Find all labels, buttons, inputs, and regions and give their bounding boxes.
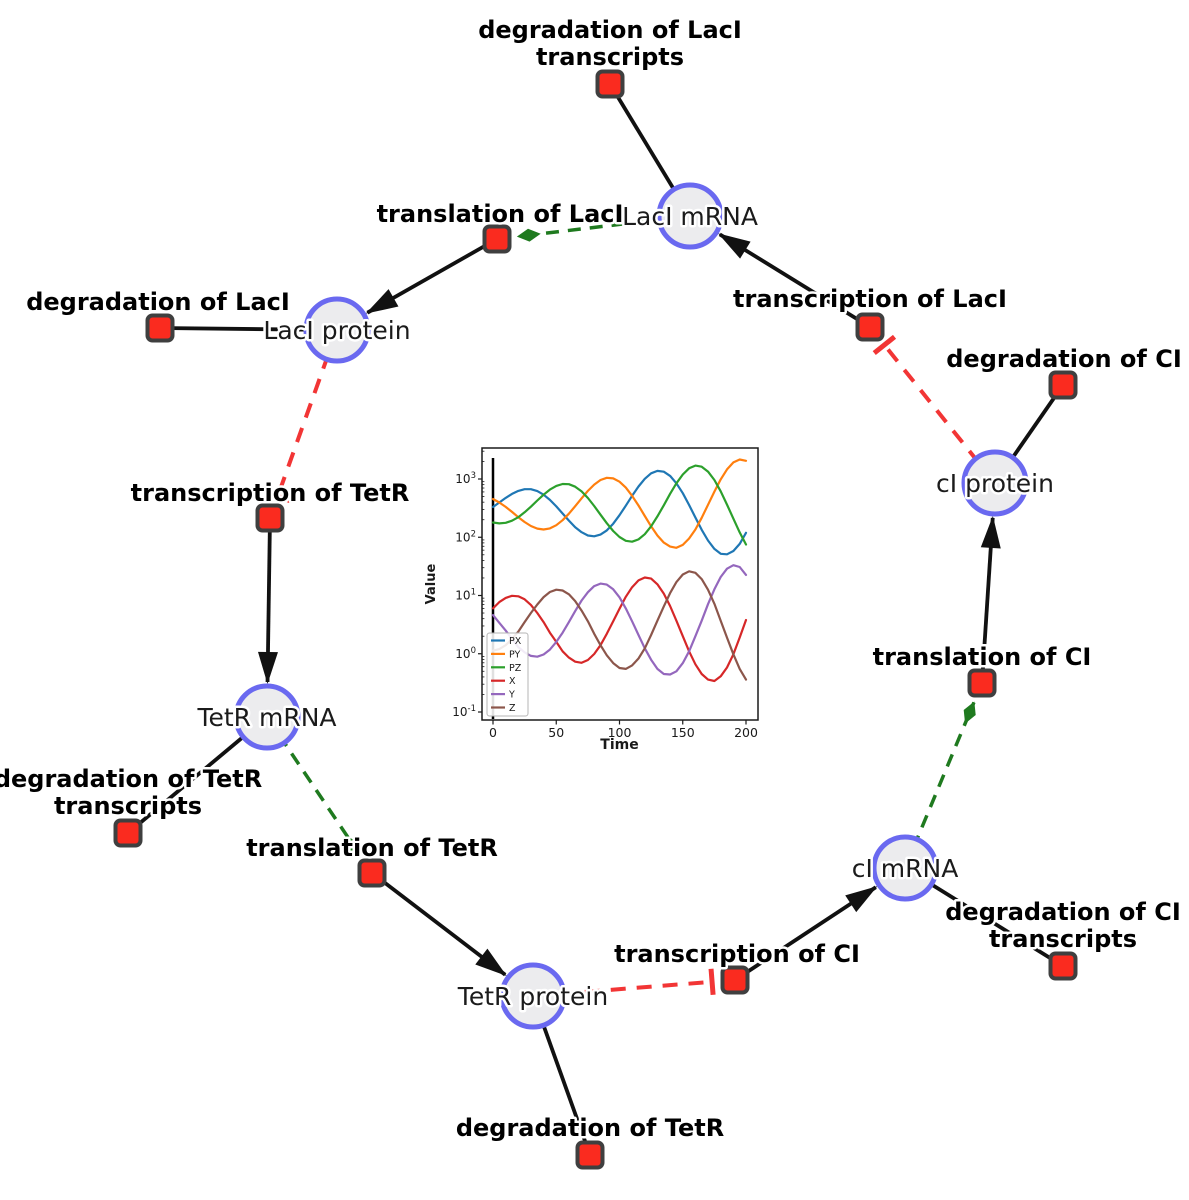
reaction-node-transl_tetr [357, 858, 387, 888]
edge-product-transl_tetr-tetr_protein [370, 871, 507, 977]
x-tick-label: 50 [548, 725, 564, 740]
legend-label-PX: PX [509, 636, 522, 647]
legend-box [486, 632, 529, 717]
species-label-tetr_protein: TetR protein [457, 982, 608, 1011]
species-label-tetr_mrna: TetR mRNA [196, 703, 336, 732]
y-tick-label: 103 [455, 471, 476, 486]
species-label-laci_mrna: LacI mRNA [622, 202, 758, 231]
legend-label-X: X [509, 676, 516, 687]
series-curve-Z [491, 570, 748, 681]
edge-product-transl_laci-laci_protein [365, 237, 498, 315]
legend-label-PZ: PZ [509, 663, 522, 674]
species-node-tetr_mrna [233, 683, 301, 751]
reaction-node-transc_ci [720, 965, 750, 995]
series-curve-Y [491, 564, 748, 676]
series-curve-PX [491, 469, 748, 556]
x-tick-label: 100 [608, 725, 632, 740]
reaction-label-deg_ci-line0: degradation of CI [946, 345, 1182, 373]
timeseries-chart-canvas: 0 50 100 150 20010-1100101102103TimeValuePXP… [424, 438, 770, 768]
reaction-label-deg_laci_tx-line1: transcripts [536, 43, 684, 71]
reaction-label-transc_ci-line0: transcription of CI [614, 940, 860, 968]
reaction-node-deg_laci [145, 313, 175, 343]
y-tick-label: 101 [455, 588, 476, 603]
x-tick-label: 0 [489, 725, 497, 740]
species-node-ci_protein [961, 449, 1029, 517]
reaction-label-transc_tetr-line0: transcription of TetR [131, 479, 410, 507]
y-tick-label: 10-1 [452, 704, 476, 719]
x-axis-label: Time [600, 737, 638, 753]
x-tick-label: 200 [734, 725, 758, 740]
reaction-label-deg_tetr_tx-line0: degradation of TetR [0, 765, 262, 793]
series-layer [491, 458, 748, 683]
plot-spines [481, 447, 759, 721]
reaction-nodes-layer [113, 69, 1078, 1170]
reaction-label-deg_ci_tx-line0: degradation of CI [945, 898, 1181, 926]
reaction-label-deg_laci_tx-line0: degradation of LacI [478, 16, 742, 44]
reaction-node-transl_ci [967, 668, 997, 698]
edge-product-transl_ci-ci_protein [980, 515, 1001, 684]
x-tick-label: 150 [671, 725, 695, 740]
reaction-node-deg_laci_tx [595, 69, 625, 99]
reaction-node-deg_ci_tx [1048, 951, 1078, 981]
y-tick-label: 100 [455, 646, 476, 661]
species-label-laci_protein: LacI protein [263, 316, 410, 345]
reaction-label-transl_ci-line0: translation of CI [873, 643, 1092, 671]
legend-label-Z: Z [509, 703, 516, 714]
chart-legend: PX PY PZ XYZ [486, 632, 529, 717]
species-node-ci_mrna [871, 834, 939, 902]
reaction-node-transl_laci [482, 224, 512, 254]
reaction-node-deg_ci [1048, 370, 1078, 400]
edge-product-transc_tetr-tetr_mrna [257, 517, 278, 685]
edge-product-transc_ci-ci_mrna [733, 885, 878, 982]
species-node-laci_mrna [656, 182, 724, 250]
edge-product-transc_laci-laci_mrna [718, 232, 871, 329]
reaction-label-transl_tetr-line0: translation of TetR [246, 834, 498, 862]
labels-layer: degradation of LacItranscriptstranslatio… [0, 14, 1184, 1145]
reaction-label-transc_laci-line0: transcription of LacI [733, 285, 1007, 313]
y-axis-label: Value [425, 563, 439, 604]
series-curve-X [491, 576, 748, 683]
reaction-label-transl_laci-line0: translation of LacI [377, 200, 624, 228]
reaction-node-transc_tetr [255, 503, 285, 533]
species-label-ci_mrna: cI mRNA [852, 854, 959, 883]
reaction-label-deg_ci_tx-line1: transcripts [989, 925, 1137, 953]
legend-label-Y: Y [508, 690, 515, 701]
reaction-label-deg_laci-line0: degradation of LacI [26, 288, 290, 316]
species-node-laci_protein [303, 296, 371, 364]
reaction-node-transc_laci [855, 312, 885, 342]
reaction-label-deg_tetr_tx-line1: transcripts [54, 792, 202, 820]
species-nodes-layer [233, 182, 1029, 1030]
series-curve-PY [491, 458, 748, 549]
reaction-node-deg_tetr [575, 1140, 605, 1170]
legend-label-PY: PY [509, 649, 521, 660]
timeseries-chart-panel: 0 50 100 150 200 10-1 100 101 102 103 Time Value PX P… [424, 438, 770, 768]
species-label-ci_protein: cI protein [936, 469, 1054, 498]
reaction-node-deg_tetr_tx [113, 818, 143, 848]
reaction-label-deg_tetr-line0: degradation of TetR [456, 1114, 724, 1142]
y-tick-label: 102 [455, 529, 476, 544]
species-node-tetr_protein [499, 962, 567, 1030]
series-curve-PZ [491, 464, 748, 546]
